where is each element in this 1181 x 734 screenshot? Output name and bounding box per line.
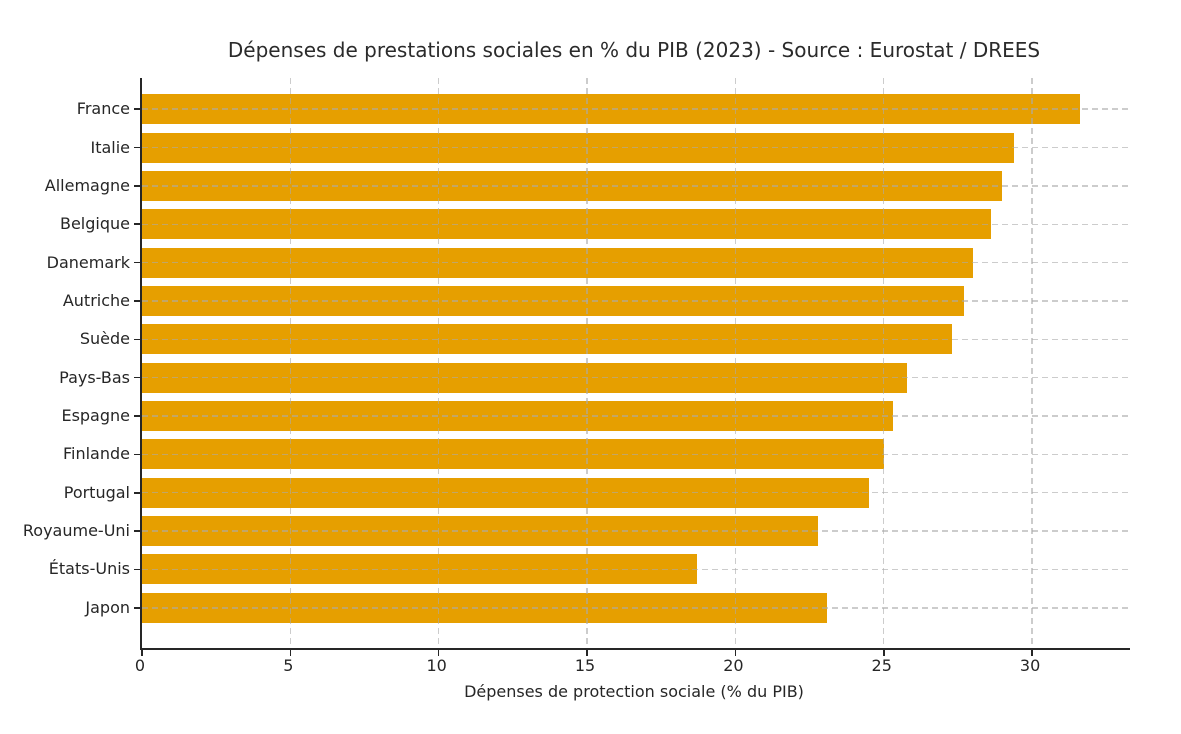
x-tick-label: 5 [283, 656, 294, 675]
y-tick-mark [134, 338, 140, 341]
vertical-gridline [437, 78, 440, 648]
x-tick-label: 10 [426, 656, 447, 675]
y-tick-mark [134, 568, 140, 571]
y-tick-label: Espagne [61, 406, 130, 426]
x-tick-mark [586, 650, 588, 656]
x-tick-mark [141, 650, 143, 656]
horizontal-gridline [142, 108, 1130, 110]
horizontal-gridline [142, 376, 1130, 379]
y-tick-label: Portugal [63, 482, 130, 502]
y-tick-mark [134, 415, 140, 417]
y-tick-label: États-Unis [48, 559, 130, 579]
x-tick-mark [1031, 650, 1033, 656]
plot-area [134, 78, 1130, 656]
y-tick-mark [134, 261, 140, 264]
y-tick-mark [134, 223, 140, 226]
y-tick-label: Belgique [59, 214, 130, 234]
y-tick-mark [134, 108, 140, 110]
horizontal-gridline [142, 415, 1130, 417]
horizontal-gridline [142, 261, 1130, 264]
y-tick-mark [134, 376, 140, 379]
y-tick-label: Royaume-Uni [22, 521, 130, 541]
y-tick-label: Pays-Bas [59, 367, 130, 387]
horizontal-gridline [142, 146, 1130, 149]
y-tick-mark [134, 300, 140, 302]
x-tick-mark [437, 650, 440, 656]
x-tick-label: 20 [723, 656, 744, 675]
horizontal-gridline [142, 568, 1130, 571]
horizontal-gridline [142, 530, 1130, 532]
x-tick-label: 30 [1019, 656, 1041, 675]
y-tick-label: Autriche [62, 290, 130, 310]
vertical-gridline [586, 78, 588, 648]
y-tick-mark [134, 453, 140, 456]
horizontal-gridline [142, 492, 1130, 494]
horizontal-gridline [142, 338, 1130, 340]
vertical-gridline [289, 78, 292, 648]
horizontal-gridline [142, 453, 1130, 456]
vertical-gridline [883, 78, 885, 648]
y-tick-mark [134, 491, 140, 494]
y-tick-label: Italie [90, 137, 130, 157]
horizontal-gridline [142, 223, 1130, 225]
vertical-gridline [734, 78, 737, 648]
y-tick-label: Suède [79, 329, 130, 349]
x-tick-label: 0 [134, 656, 146, 675]
x-axis-label: Dépenses de protection sociale (% du PIB… [464, 682, 804, 701]
y-tick-mark [134, 185, 140, 187]
y-tick-mark [134, 146, 140, 149]
horizontal-gridline [142, 300, 1130, 302]
x-tick-mark [289, 650, 292, 656]
y-tick-mark [134, 607, 140, 609]
y-tick-mark [134, 530, 140, 532]
y-tick-label: France [76, 99, 130, 119]
horizontal-gridline [142, 607, 1130, 609]
y-tick-label: Finlande [62, 444, 130, 464]
x-tick-mark [734, 650, 737, 656]
x-tick-label: 15 [574, 656, 596, 675]
vertical-gridline [1031, 78, 1033, 648]
y-tick-label: Japon [85, 597, 130, 617]
chart-title: Dépenses de prestations sociales en % du… [227, 38, 1041, 62]
x-tick-mark [882, 650, 885, 656]
y-tick-label: Allemagne [44, 175, 130, 195]
y-tick-label: Danemark [46, 252, 130, 272]
horizontal-gridline [142, 185, 1130, 187]
x-tick-label: 25 [871, 656, 892, 675]
